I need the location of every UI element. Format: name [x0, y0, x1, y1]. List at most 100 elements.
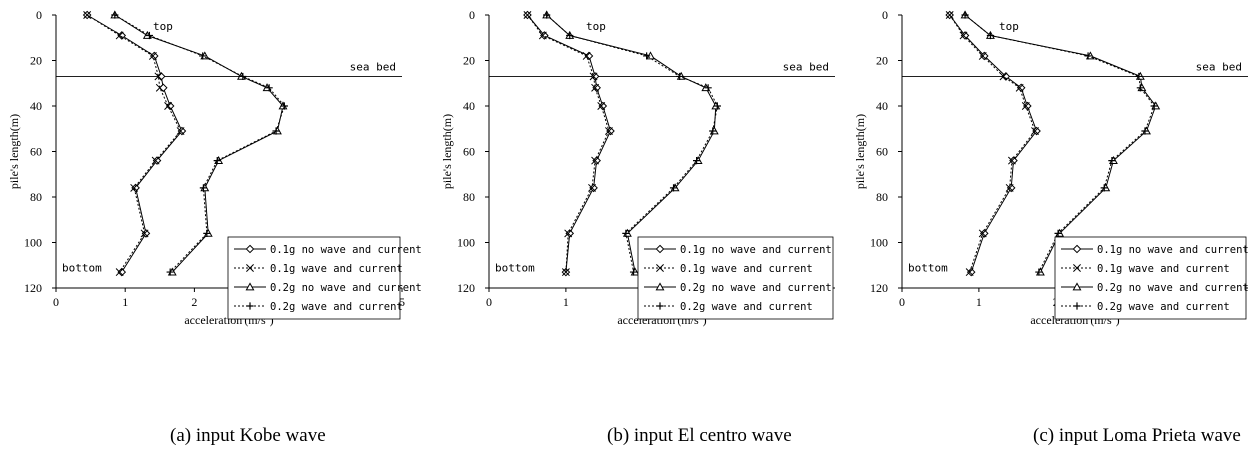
y-tick-label: 80 — [463, 190, 475, 204]
legend-swatch-marker — [656, 264, 664, 272]
data-point — [961, 11, 969, 19]
chart-panel-1: 020406080100120012345pile's length(m)acc… — [7, 8, 422, 446]
legend-swatch-marker — [1072, 244, 1082, 254]
bottom-label: bottom — [62, 262, 102, 275]
y-tick-label: 0 — [882, 8, 888, 22]
data-point — [149, 51, 159, 61]
series-4 — [543, 11, 721, 276]
data-point — [1084, 52, 1092, 60]
data-point — [1007, 156, 1016, 165]
legend-swatch-marker — [1073, 302, 1081, 310]
y-tick-label: 100 — [457, 236, 475, 250]
data-point — [945, 11, 954, 19]
y-tick-label: 0 — [36, 8, 42, 22]
data-point — [709, 127, 717, 135]
data-point — [978, 51, 987, 60]
y-tick-label: 20 — [463, 54, 475, 68]
data-point — [643, 52, 651, 60]
data-point — [561, 268, 570, 277]
legend-label: 0.2g no wave and current — [680, 282, 832, 294]
data-point — [538, 31, 547, 40]
data-point — [999, 72, 1008, 81]
x-tick-label: 1 — [122, 295, 128, 309]
legend-swatch-marker — [1073, 264, 1081, 272]
sea-bed-label: sea bed — [783, 60, 829, 73]
y-tick-label: 120 — [457, 281, 475, 295]
series-line — [114, 14, 284, 273]
legend-box — [227, 236, 401, 320]
top-label: top — [153, 20, 173, 33]
y-tick-label: 40 — [30, 99, 42, 113]
data-point — [566, 31, 574, 40]
legend-label: 0.1g no wave and current — [680, 244, 832, 256]
data-point — [598, 101, 608, 111]
data-point — [1015, 83, 1024, 92]
data-point — [523, 11, 532, 19]
x-tick-label: 0 — [486, 295, 492, 309]
data-point — [978, 229, 987, 238]
data-point — [704, 84, 712, 92]
data-point — [597, 102, 606, 110]
data-point — [155, 83, 164, 92]
bottom-label: bottom — [495, 262, 535, 275]
chart-panel-3: 02040608010012001234pile's length(m)acce… — [853, 8, 1249, 446]
legend-swatch-marker — [656, 302, 664, 310]
legend-swatch-marker — [655, 244, 665, 254]
data-point — [280, 102, 288, 110]
x-tick-label: 2 — [191, 295, 197, 309]
y-tick-label: 0 — [469, 8, 475, 22]
data-point — [1021, 102, 1030, 110]
x-axis-label-close: ) — [270, 313, 274, 327]
data-point — [1016, 83, 1026, 93]
legend: 0.1g no wave and current 0.1g wave and cu… — [637, 236, 834, 320]
legend: 0.1g no wave and current 0.1g wave and cu… — [1054, 236, 1249, 320]
data-point — [151, 156, 160, 165]
legend-label: 0.1g no wave and current — [270, 244, 422, 256]
bottom-label: bottom — [908, 262, 948, 275]
y-tick-label: 120 — [870, 281, 888, 295]
data-point — [117, 31, 127, 40]
legend-label: 0.2g no wave and current — [270, 282, 422, 294]
y-tick-label: 100 — [870, 236, 888, 250]
series-3 — [110, 10, 288, 276]
x-tick-label: 5 — [399, 295, 405, 309]
y-axis-label: pile's length(m) — [7, 114, 21, 189]
data-point — [156, 72, 166, 81]
series-line — [86, 14, 183, 273]
legend-label: 0.2g wave and current — [680, 301, 813, 313]
data-point — [676, 72, 684, 81]
data-point — [1005, 183, 1014, 192]
data-point — [1108, 157, 1116, 165]
top-label: top — [999, 20, 1019, 33]
x-tick-label: 0 — [53, 295, 59, 309]
figure-caption: (a) input Kobe wave — [170, 425, 326, 446]
data-point — [1031, 127, 1039, 135]
legend-label: 0.1g wave and current — [270, 263, 403, 275]
series-2 — [83, 11, 185, 277]
y-tick-label: 80 — [876, 190, 888, 204]
legend-swatch-marker — [245, 244, 255, 254]
data-point — [145, 31, 154, 40]
data-point — [115, 31, 124, 40]
data-point — [166, 268, 174, 276]
chart-panel-2: 02040608010012001234pile's length(m)acce… — [440, 8, 835, 446]
legend-label: 0.2g wave and current — [270, 301, 403, 313]
series-2 — [945, 11, 1039, 277]
y-tick-label: 40 — [463, 99, 475, 113]
series-1 — [945, 10, 1041, 277]
series-line — [86, 14, 182, 273]
data-point — [154, 72, 163, 81]
sea-bed-label: sea bed — [350, 60, 396, 73]
legend: 0.1g no wave and current 0.1g wave and cu… — [227, 236, 422, 320]
data-point — [117, 267, 127, 277]
data-point — [1141, 127, 1149, 135]
data-point — [203, 229, 211, 237]
legend-label: 0.1g wave and current — [1097, 263, 1230, 275]
legend-box — [637, 236, 834, 320]
data-point — [140, 229, 149, 238]
y-tick-label: 60 — [876, 145, 888, 159]
data-point — [589, 72, 598, 81]
x-tick-label: 1 — [563, 295, 569, 309]
data-point — [604, 127, 613, 135]
data-point — [629, 268, 638, 276]
